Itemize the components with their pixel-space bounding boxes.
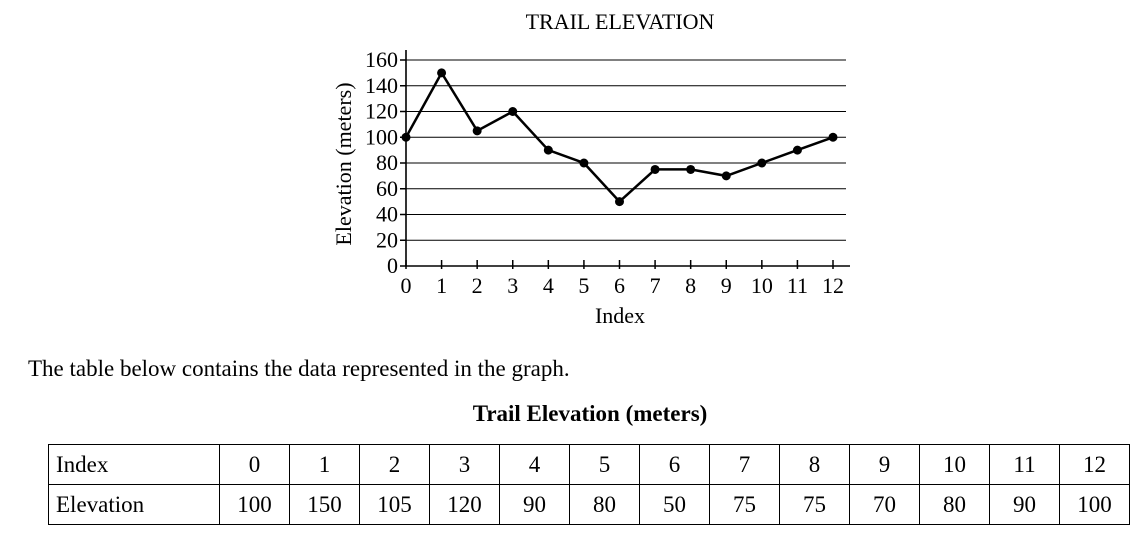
index-cell: 7 <box>709 444 780 485</box>
data-point <box>543 145 553 155</box>
y-tick-label: 0 <box>387 253 398 278</box>
row-label-index: Index <box>48 444 220 485</box>
y-axis-label: Elevation (meters) <box>331 82 356 245</box>
elevation-cell: 50 <box>639 484 710 525</box>
elevation-table: Index 0 1 2 3 4 5 6 7 8 9 10 11 12 Eleva… <box>48 444 1130 525</box>
index-cell: 6 <box>639 444 710 485</box>
table-row-elevation: Elevation 100 150 105 120 90 80 50 75 75… <box>48 484 1130 525</box>
elevation-cell: 70 <box>849 484 920 525</box>
data-point <box>401 132 411 142</box>
data-point <box>472 126 482 136</box>
index-cell: 12 <box>1059 444 1130 485</box>
x-tick-label: 9 <box>721 273 732 298</box>
elevation-cell: 120 <box>429 484 500 525</box>
x-tick-label: 5 <box>578 273 589 298</box>
index-cell: 9 <box>849 444 920 485</box>
y-tick-label: 160 <box>365 47 398 72</box>
elevation-cell: 75 <box>709 484 780 525</box>
y-tick-label: 60 <box>376 176 398 201</box>
data-point <box>686 164 696 174</box>
table-row-index: Index 0 1 2 3 4 5 6 7 8 9 10 11 12 <box>48 444 1130 485</box>
data-point <box>650 164 660 174</box>
index-cell: 4 <box>499 444 570 485</box>
x-tick-label: 7 <box>650 273 661 298</box>
elevation-cell: 80 <box>569 484 640 525</box>
y-tick-label: 40 <box>376 202 398 227</box>
index-cell: 0 <box>219 444 290 485</box>
y-tick-label: 140 <box>365 73 398 98</box>
index-cell: 11 <box>989 444 1060 485</box>
trail-elevation-chart: TRAIL ELEVATION Elevation (meters) Index… <box>331 9 850 328</box>
x-tick-label: 4 <box>543 273 554 298</box>
data-point <box>721 171 731 181</box>
x-tick-label: 10 <box>751 273 773 298</box>
index-cell: 8 <box>779 444 850 485</box>
x-tick-label: 3 <box>507 273 518 298</box>
x-tick-label: 2 <box>472 273 483 298</box>
x-axis-ticks: 0 1 2 3 4 5 6 7 8 9 10 11 12 <box>401 260 844 298</box>
elevation-cell: 75 <box>779 484 850 525</box>
elevation-cell: 105 <box>359 484 430 525</box>
index-cell: 3 <box>429 444 500 485</box>
y-tick-label: 80 <box>376 150 398 175</box>
elevation-cell: 100 <box>219 484 290 525</box>
index-cell: 2 <box>359 444 430 485</box>
x-axis-label: Index <box>595 303 645 328</box>
index-cell: 10 <box>919 444 990 485</box>
data-point <box>579 158 589 168</box>
x-tick-label: 0 <box>401 273 412 298</box>
data-point <box>757 158 767 168</box>
elevation-cell: 80 <box>919 484 990 525</box>
intro-text: The table below contains the data repres… <box>28 356 570 381</box>
x-tick-label: 6 <box>614 273 625 298</box>
elevation-cell: 90 <box>989 484 1060 525</box>
y-tick-label: 120 <box>365 99 398 124</box>
x-tick-label: 11 <box>787 273 808 298</box>
y-tick-label: 20 <box>376 227 398 252</box>
index-cell: 5 <box>569 444 640 485</box>
elevation-cell: 150 <box>289 484 360 525</box>
elevation-cell: 100 <box>1059 484 1130 525</box>
table-title: Trail Elevation (meters) <box>472 401 708 426</box>
data-points <box>401 68 838 207</box>
elevation-cell: 90 <box>499 484 570 525</box>
data-point <box>615 197 624 207</box>
row-label-elevation: Elevation <box>48 484 220 525</box>
chart-title: TRAIL ELEVATION <box>526 9 715 34</box>
y-tick-label: 100 <box>365 124 398 149</box>
x-tick-label: 1 <box>436 273 447 298</box>
x-tick-label: 12 <box>822 273 844 298</box>
axes <box>405 50 850 267</box>
index-cell: 1 <box>289 444 360 485</box>
data-point <box>828 132 838 142</box>
data-point <box>508 107 518 116</box>
data-point <box>792 145 802 155</box>
data-point <box>437 68 447 78</box>
gridlines <box>406 59 846 241</box>
x-tick-label: 8 <box>685 273 696 298</box>
